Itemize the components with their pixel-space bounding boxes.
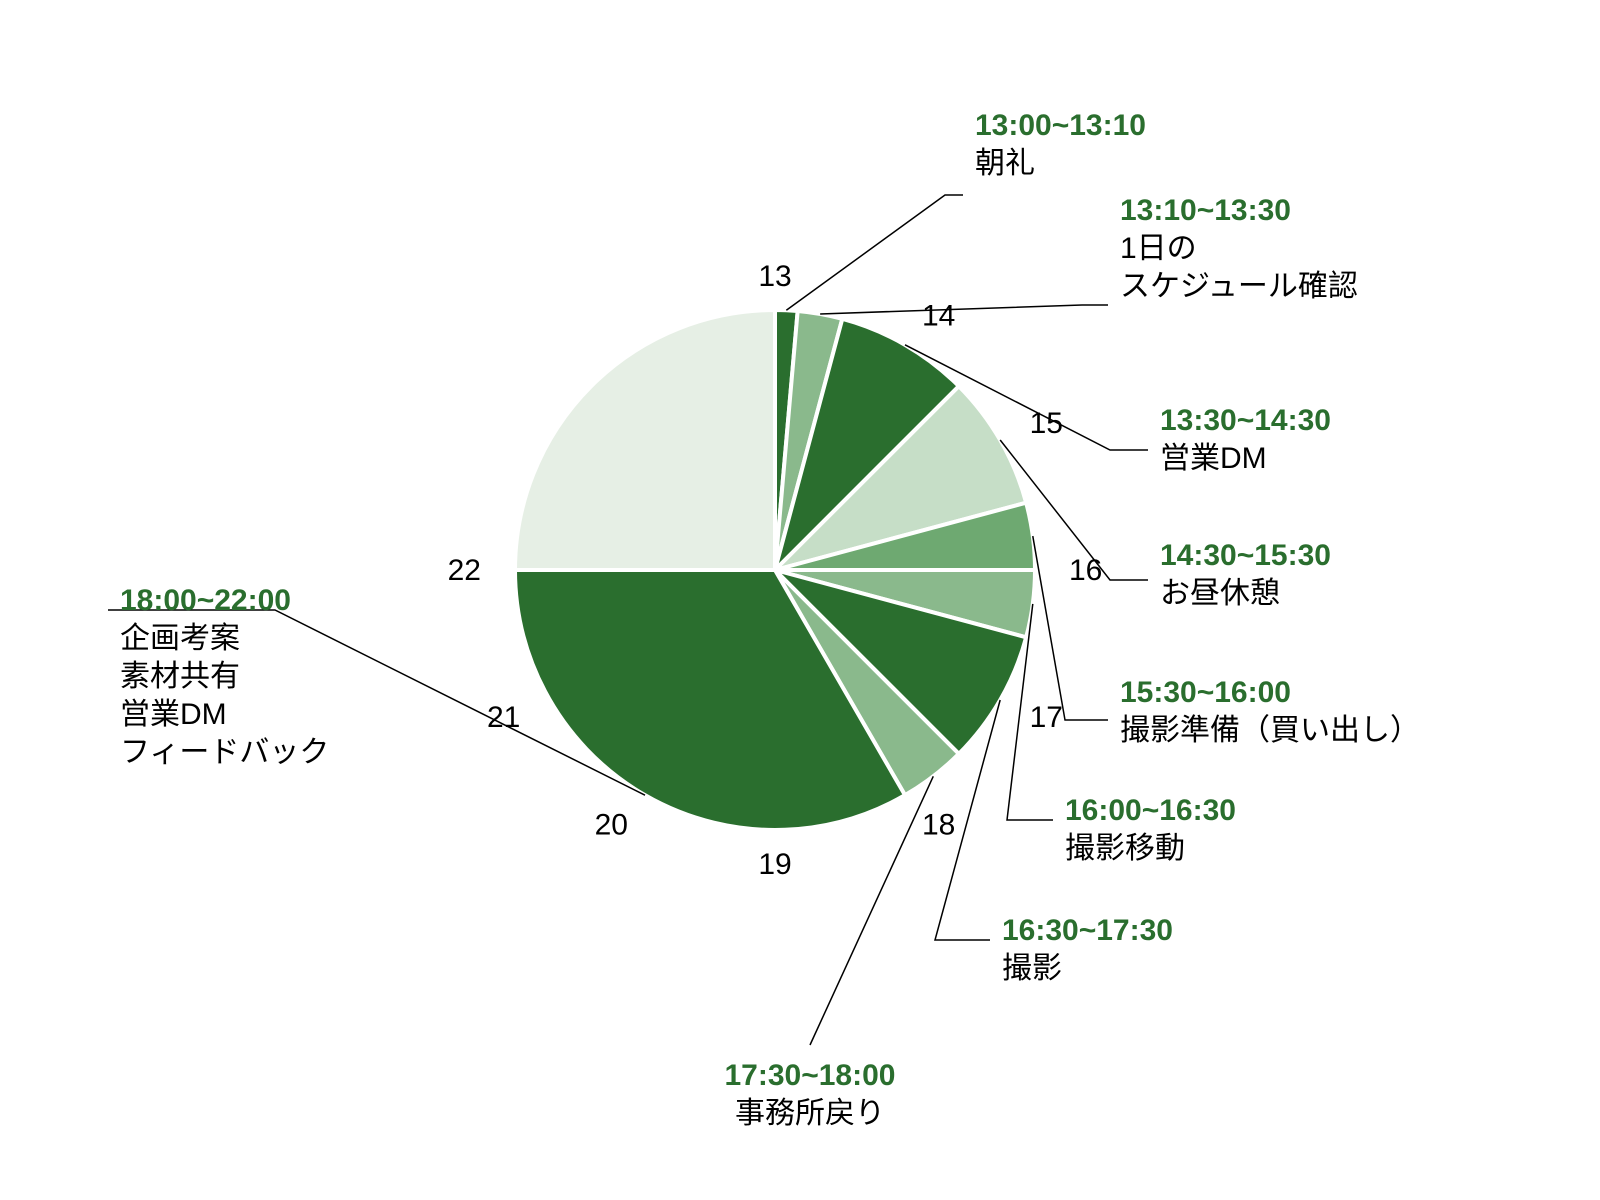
callout-time: 13:00~13:10 [975, 109, 1146, 142]
hour-tick-label: 13 [758, 260, 791, 293]
callout-desc: 1日の [1120, 232, 1197, 265]
callout-time: 16:30~17:30 [1002, 914, 1173, 947]
hour-tick-label: 16 [1069, 554, 1102, 587]
hour-tick-label: 14 [922, 299, 955, 332]
callout-time: 16:00~16:30 [1065, 794, 1236, 827]
callout-time: 15:30~16:00 [1120, 676, 1291, 709]
pie-slice [515, 310, 775, 570]
callout-desc: 営業DM [1160, 442, 1267, 475]
callout: 17:30~18:00 事務所戻り [725, 1059, 896, 1130]
callout-desc: 撮影準備（買い出し） [1120, 714, 1420, 747]
hour-tick-label: 19 [758, 848, 791, 881]
callout-time: 13:10~13:30 [1120, 194, 1291, 227]
callout: 13:10~13:30 1日のスケジュール確認 [1120, 194, 1358, 303]
hour-tick-label: 21 [487, 701, 520, 734]
callout: 15:30~16:00 撮影準備（買い出し） [1120, 676, 1420, 747]
callout-time: 13:30~14:30 [1160, 404, 1331, 437]
hour-tick-label: 18 [922, 809, 955, 842]
callout-desc: 企画考案 [120, 622, 240, 655]
leader-line [820, 305, 1108, 314]
callout: 18:00~22:00 企画考案素材共有営業DM フィードバック [120, 584, 329, 769]
hour-tick-label: 17 [1030, 701, 1063, 734]
callout-desc: 撮影 [1002, 952, 1062, 985]
callout-time: 17:30~18:00 [725, 1059, 896, 1092]
pie-slices [515, 310, 1035, 830]
callout: 16:30~17:30 撮影 [1002, 914, 1173, 985]
callout-desc: 営業DM [120, 698, 227, 731]
hour-tick-label: 15 [1030, 407, 1063, 440]
callout-desc: 事務所戻り [735, 1097, 885, 1130]
callout: 14:30~15:30 お昼休憩 [1160, 539, 1331, 610]
callout-desc: 朝礼 [975, 147, 1035, 180]
callout-time: 14:30~15:30 [1160, 539, 1331, 572]
callout: 13:30~14:30 営業DM [1160, 404, 1331, 475]
leader-line [786, 195, 963, 310]
schedule-pie-chart: 13 14 15 16 17 18 19 20 21 22 13:00~13:10 朝礼 13:10~… [0, 0, 1600, 1200]
callout-desc: スケジュール確認 [1120, 270, 1358, 303]
callout: 13:00~13:10 朝礼 [975, 109, 1146, 180]
callout-time: 18:00~22:00 [120, 584, 291, 617]
hour-tick-label: 22 [448, 554, 481, 587]
callout-desc: 素材共有 [120, 660, 240, 693]
callout-desc: お昼休憩 [1160, 577, 1280, 610]
callout: 16:00~16:30 撮影移動 [1065, 794, 1236, 865]
callout-desc: フィードバック [120, 736, 329, 769]
callout-desc: 撮影移動 [1065, 832, 1185, 865]
hour-tick-label: 20 [595, 809, 628, 842]
